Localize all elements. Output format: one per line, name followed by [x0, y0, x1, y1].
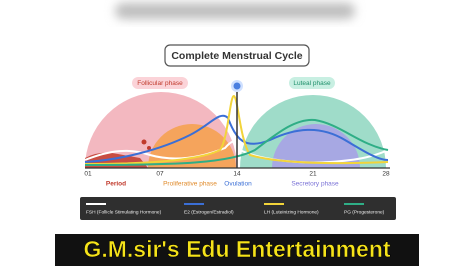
- day-label: 01: [84, 171, 92, 178]
- follicular-pill: [132, 77, 188, 89]
- legend-box: [80, 197, 396, 220]
- legend-label: LH (Luteinizing Hormone): [264, 209, 319, 215]
- follicular-label: Follicular phase: [137, 80, 183, 87]
- legend-label: PG (Progesterone): [344, 209, 385, 215]
- day-label: 28: [382, 171, 390, 178]
- ovulation-dot: [233, 82, 241, 90]
- proliferative-dome: [148, 124, 236, 168]
- stage-label: Secretory phase: [291, 181, 339, 188]
- legend-label: E2 (Estrogen/Estradiol): [184, 209, 234, 215]
- stage-label: Proliferative phase: [163, 181, 217, 188]
- luteal-pill: [289, 77, 335, 89]
- legend-label: FSH (Follicle Stimulating Hormone): [86, 209, 162, 215]
- pg-curve: [84, 118, 389, 166]
- lh-curve: [84, 94, 389, 165]
- title-box: [164, 44, 310, 67]
- banner-box: [55, 234, 419, 266]
- title: Complete Menstrual Cycle: [171, 50, 302, 62]
- banner-text: G.M.sir's Edu Entertainment: [83, 236, 390, 262]
- blurred-header: [115, 3, 355, 19]
- secretory-dome: [272, 124, 360, 168]
- drop: [147, 146, 151, 150]
- day-label: 21: [309, 171, 317, 178]
- stage-label: Period: [106, 181, 126, 188]
- luteal-label: Luteal phase: [293, 80, 331, 87]
- drop: [141, 139, 147, 145]
- e2-curve: [84, 114, 389, 163]
- day-label: 14: [233, 171, 241, 178]
- stage-label: Ovulation: [224, 181, 252, 188]
- day-label: 07: [156, 171, 164, 178]
